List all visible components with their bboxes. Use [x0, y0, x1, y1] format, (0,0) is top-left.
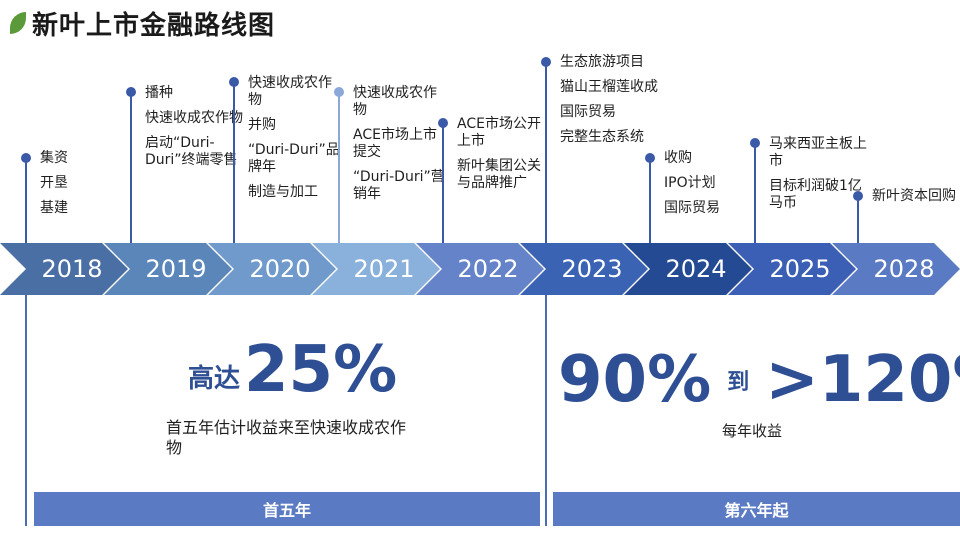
milestone-item: 启动“Duri-Duri”终端零售: [145, 135, 238, 168]
milestone-item: “Duri-Duri”营销年: [353, 169, 445, 202]
divider-line-left: [25, 295, 27, 526]
timeline-year-label: 2018: [41, 255, 103, 283]
milestone-text: 马来西亚主板上市 目标利润破1亿马币: [769, 136, 867, 220]
timeline-year-label: 2024: [665, 255, 727, 283]
band-year-six-onwards: 第六年起: [553, 492, 960, 526]
timeline-year-label: 2021: [353, 255, 415, 283]
milestone-item: 基建: [40, 200, 68, 216]
milestone-stem: [545, 62, 547, 243]
milestone-stem: [25, 158, 27, 243]
timeline-year-label: 2025: [769, 255, 831, 283]
milestone-stem: [442, 123, 444, 243]
stat-right: 90% 到 >120%: [558, 345, 960, 415]
milestone-stem: [754, 143, 756, 243]
milestone-stem: [233, 82, 235, 243]
milestone-text: 新叶资本回购: [872, 188, 960, 213]
milestone-text: 生态旅游项目 猫山王榴莲收成 国际贸易 完整生态系统: [560, 54, 660, 154]
divider-line-right: [545, 295, 547, 526]
milestone-text: 播种 快速收成农作物 启动“Duri-Duri”终端零售: [145, 85, 243, 177]
milestone-text: 快速收成农作物 ACE市场上市提交 “Duri-Duri”营销年: [353, 85, 445, 211]
milestone-item: 国际贸易: [664, 200, 720, 216]
timeline-arrow-2028: 2028: [832, 243, 960, 295]
stat-right-to: >120%: [765, 343, 960, 417]
milestone-stem: [649, 158, 651, 243]
milestone-item: 目标利润破1亿马币: [769, 178, 862, 211]
milestone-item: 新叶资本回购: [872, 188, 956, 204]
milestone-item: 新叶集团公关与品牌推广: [457, 158, 541, 191]
milestone-item: 马来西亚主板上市: [769, 136, 867, 169]
stat-right-from: 90%: [558, 343, 712, 417]
milestone-text: 集资 开垦 基建: [40, 150, 130, 225]
page-title: 新叶上市金融路线图: [32, 10, 276, 41]
milestone-item: 快速收成农作物: [145, 110, 243, 126]
milestone-item: ACE市场上市提交: [353, 127, 437, 160]
milestone-text: 快速收成农作物 并购 “Duri-Duri”品牌年 制造与加工: [248, 75, 344, 209]
timeline-year-label: 2023: [561, 255, 623, 283]
milestone-item: 国际贸易: [560, 104, 616, 120]
milestone-stem: [857, 196, 859, 243]
milestone-item: 快速收成农作物: [353, 85, 437, 118]
stat-left-desc: 首五年估计收益来至快速收成农作物: [166, 418, 407, 457]
milestone-item: 制造与加工: [248, 184, 318, 200]
milestone-text: 收购 IPO计划 国际贸易: [664, 150, 754, 225]
milestone-item: 开垦: [40, 175, 68, 191]
timeline-arrow-2018: 2018: [0, 243, 128, 295]
milestone-item: 收购: [664, 150, 692, 166]
milestone-item: 生态旅游项目: [560, 54, 644, 70]
milestone-item: 快速收成农作物: [248, 75, 332, 108]
stat-left-prefix: 高达: [188, 364, 241, 394]
band-label: 首五年: [262, 501, 311, 520]
band-first-five-years: 首五年: [34, 492, 540, 526]
milestone-text: ACE市场公开上市 新叶集团公关与品牌推广: [457, 116, 552, 200]
milestone-item: IPO计划: [664, 175, 716, 191]
milestone-item: 猫山王榴莲收成: [560, 79, 658, 95]
timeline-year-label: 2019: [145, 255, 207, 283]
stat-left-value: 25%: [244, 333, 398, 407]
milestone-item: 集资: [40, 150, 68, 166]
milestone-item: ACE市场公开上市: [457, 116, 541, 149]
milestone-stem: [130, 92, 132, 243]
timeline-arrow-2025: 2025: [728, 243, 856, 295]
milestone-stem: [338, 92, 340, 243]
leaf-icon: [10, 12, 26, 34]
title-block: 新叶上市金融路线图: [10, 6, 276, 41]
timeline-year-label: 2022: [457, 255, 519, 283]
stat-left: 高达 25%: [188, 335, 397, 405]
milestone-item: 并购: [248, 117, 276, 133]
timeline-year-label: 2028: [873, 255, 935, 283]
milestone-item: 播种: [145, 85, 173, 101]
stat-right-desc: 每年收益: [722, 422, 783, 440]
timeline-year-label: 2020: [249, 255, 311, 283]
stat-right-connector: 到: [727, 370, 750, 395]
milestone-item: “Duri-Duri”品牌年: [248, 142, 340, 175]
band-label: 第六年起: [724, 501, 789, 520]
milestone-item: 完整生态系统: [560, 129, 644, 145]
